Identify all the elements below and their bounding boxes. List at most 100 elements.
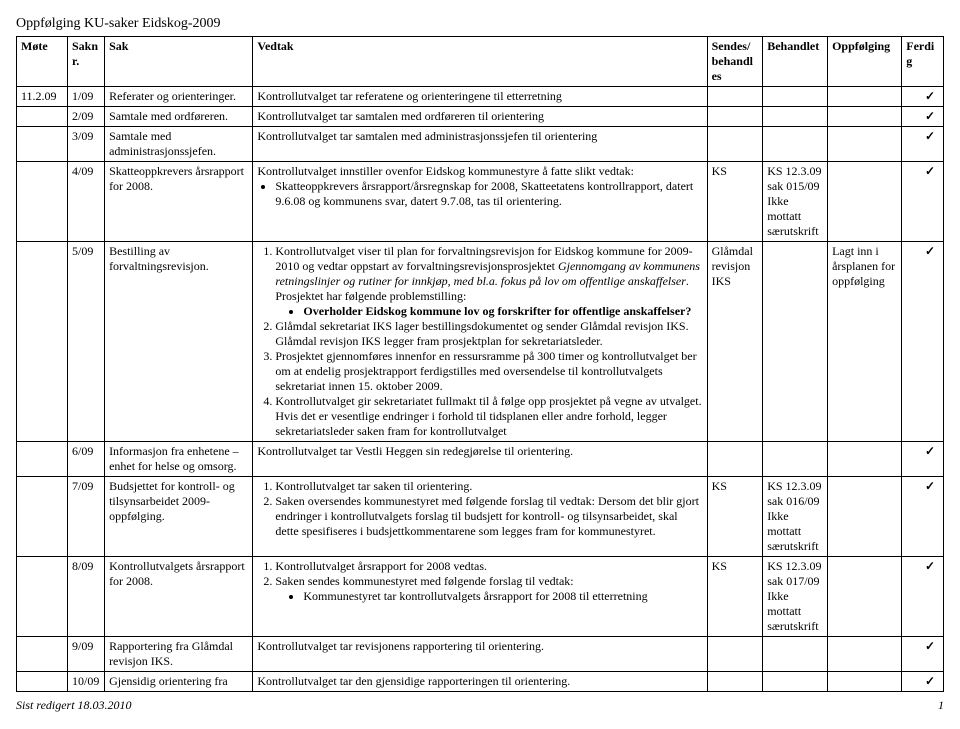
cell-sak: Budsjettet for kontroll- og tilsynsarbei… xyxy=(105,477,253,557)
cell-saknr: 10/09 xyxy=(67,672,104,692)
cell-saknr: 8/09 xyxy=(67,557,104,637)
col-mote: Møte xyxy=(17,37,68,87)
cell-mote xyxy=(17,162,68,242)
cell-vedtak: Kontrollutvalget tar samtalen med admini… xyxy=(253,127,707,162)
cell-saknr: 1/09 xyxy=(67,87,104,107)
cell-oppfolging xyxy=(828,162,902,242)
cell-ferdig: ✓ xyxy=(902,107,944,127)
table-header-row: Møte Saknr. Sak Vedtak Sendes/ behandles… xyxy=(17,37,944,87)
col-saknr: Saknr. xyxy=(67,37,104,87)
table-row: 2/09 Samtale med ordføreren. Kontrollutv… xyxy=(17,107,944,127)
table-row: 11.2.09 1/09 Referater og orienteringer.… xyxy=(17,87,944,107)
cell-mote xyxy=(17,477,68,557)
cell-saknr: 2/09 xyxy=(67,107,104,127)
cell-vedtak: Kontrollutvalget innstiller ovenfor Eids… xyxy=(253,162,707,242)
table-row: 3/09 Samtale med administrasjonssjefen. … xyxy=(17,127,944,162)
cell-behandlet xyxy=(763,87,828,107)
cell-sak: Samtale med administrasjonssjefen. xyxy=(105,127,253,162)
cell-mote xyxy=(17,637,68,672)
table-row: 6/09 Informasjon fra enhetene – enhet fo… xyxy=(17,442,944,477)
cell-mote xyxy=(17,557,68,637)
vedtak-intro: Kontrollutvalget innstiller ovenfor Eids… xyxy=(257,164,634,178)
vedtak-li1: Kontrollutvalget tar saken til orienteri… xyxy=(275,479,702,494)
cell-behandlet xyxy=(763,672,828,692)
col-sendes: Sendes/ behandles xyxy=(707,37,763,87)
cell-oppfolging xyxy=(828,127,902,162)
table-row: 9/09 Rapportering fra Glåmdal revisjon I… xyxy=(17,637,944,672)
cell-behandlet xyxy=(763,637,828,672)
cell-sendes xyxy=(707,107,763,127)
cell-ferdig: ✓ xyxy=(902,162,944,242)
col-ferdig: Ferdig xyxy=(902,37,944,87)
cell-saknr: 3/09 xyxy=(67,127,104,162)
cell-sak: Kontrollutvalgets årsrapport for 2008. xyxy=(105,557,253,637)
vedtak-li1: Kontrollutvalget viser til plan for forv… xyxy=(275,244,702,319)
cell-sendes xyxy=(707,442,763,477)
cell-sendes: KS xyxy=(707,557,763,637)
vedtak-li1: Kontrollutvalget årsrapport for 2008 ved… xyxy=(275,559,702,574)
vedtak-li2: Saken sendes kommunestyret med følgende … xyxy=(275,574,702,604)
footer-left: Sist redigert 18.03.2010 xyxy=(16,698,132,713)
cell-sendes xyxy=(707,127,763,162)
cell-ferdig: ✓ xyxy=(902,557,944,637)
cell-behandlet: KS 12.3.09 sak 016/09 Ikke mottatt særut… xyxy=(763,477,828,557)
cell-mote: 11.2.09 xyxy=(17,87,68,107)
vedtak-inner1: Overholder Eidskog kommune lov og forskr… xyxy=(303,304,702,319)
col-sak: Sak xyxy=(105,37,253,87)
cell-behandlet xyxy=(763,242,828,442)
cell-oppfolging xyxy=(828,637,902,672)
vedtak-li4: Kontrollutvalget gir sekretariatet fullm… xyxy=(275,394,702,439)
cell-mote xyxy=(17,107,68,127)
cell-sak: Samtale med ordføreren. xyxy=(105,107,253,127)
col-oppfolging: Oppfølging xyxy=(828,37,902,87)
cell-behandlet xyxy=(763,127,828,162)
followup-table: Møte Saknr. Sak Vedtak Sendes/ behandles… xyxy=(16,36,944,692)
table-row: 10/09 Gjensidig orientering fra Kontroll… xyxy=(17,672,944,692)
table-row: 4/09 Skatteoppkrevers årsrapport for 200… xyxy=(17,162,944,242)
cell-mote xyxy=(17,442,68,477)
cell-ferdig: ✓ xyxy=(902,477,944,557)
col-vedtak: Vedtak xyxy=(253,37,707,87)
cell-sendes: KS xyxy=(707,477,763,557)
cell-sendes xyxy=(707,87,763,107)
cell-oppfolging xyxy=(828,442,902,477)
cell-sendes xyxy=(707,672,763,692)
vedtak-li3: Prosjektet gjennomføres innenfor en ress… xyxy=(275,349,702,394)
cell-mote xyxy=(17,242,68,442)
table-row: 8/09 Kontrollutvalgets årsrapport for 20… xyxy=(17,557,944,637)
cell-vedtak: Kontrollutvalget tar samtalen med ordfør… xyxy=(253,107,707,127)
cell-ferdig: ✓ xyxy=(902,442,944,477)
cell-vedtak: Kontrollutvalget viser til plan for forv… xyxy=(253,242,707,442)
cell-vedtak: Kontrollutvalget tar saken til orienteri… xyxy=(253,477,707,557)
cell-behandlet xyxy=(763,107,828,127)
cell-saknr: 9/09 xyxy=(67,637,104,672)
cell-sendes: KS xyxy=(707,162,763,242)
cell-saknr: 5/09 xyxy=(67,242,104,442)
vedtak-inner1: Kommunestyret tar kontrollutvalgets årsr… xyxy=(303,589,702,604)
cell-sendes xyxy=(707,637,763,672)
cell-vedtak: Kontrollutvalget årsrapport for 2008 ved… xyxy=(253,557,707,637)
cell-vedtak: Kontrollutvalget tar den gjensidige rapp… xyxy=(253,672,707,692)
cell-sak: Informasjon fra enhetene – enhet for hel… xyxy=(105,442,253,477)
col-behandlet: Behandlet xyxy=(763,37,828,87)
cell-vedtak: Kontrollutvalget tar referatene og orien… xyxy=(253,87,707,107)
cell-vedtak: Kontrollutvalget tar revisjonens rapport… xyxy=(253,637,707,672)
cell-sak: Referater og orienteringer. xyxy=(105,87,253,107)
cell-ferdig: ✓ xyxy=(902,672,944,692)
cell-saknr: 6/09 xyxy=(67,442,104,477)
cell-ferdig: ✓ xyxy=(902,637,944,672)
cell-oppfolging xyxy=(828,87,902,107)
cell-sak: Skatteoppkrevers årsrapport for 2008. xyxy=(105,162,253,242)
page-footer: Sist redigert 18.03.2010 1 xyxy=(16,698,944,713)
cell-saknr: 7/09 xyxy=(67,477,104,557)
vedtak-li2-text: Saken sendes kommunestyret med følgende … xyxy=(275,574,573,588)
cell-behandlet: KS 12.3.09 sak 017/09 Ikke mottatt særut… xyxy=(763,557,828,637)
cell-sak: Bestilling av forvaltningsrevisjon. xyxy=(105,242,253,442)
cell-sak: Gjensidig orientering fra xyxy=(105,672,253,692)
cell-behandlet: KS 12.3.09 sak 015/09 Ikke mottatt særut… xyxy=(763,162,828,242)
cell-sendes: Glåmdal revisjon IKS xyxy=(707,242,763,442)
vedtak-bullet: Skatteoppkrevers årsrapport/årsregnskap … xyxy=(275,179,702,209)
cell-mote xyxy=(17,672,68,692)
cell-oppfolging xyxy=(828,107,902,127)
cell-oppfolging xyxy=(828,672,902,692)
